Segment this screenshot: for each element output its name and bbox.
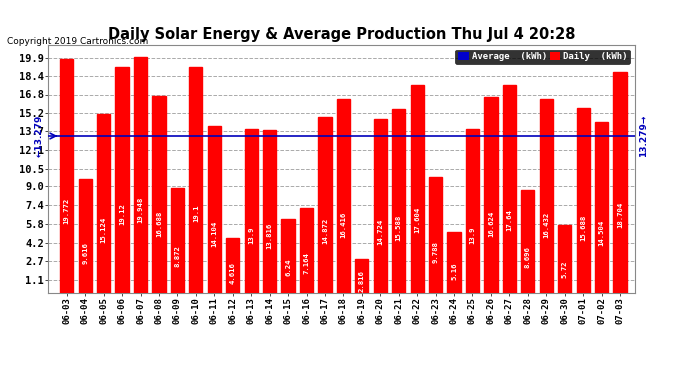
- Text: 16.688: 16.688: [156, 210, 162, 237]
- Bar: [226, 238, 239, 292]
- Text: 17.604: 17.604: [414, 207, 420, 233]
- Text: 18.704: 18.704: [617, 202, 623, 228]
- Bar: [337, 99, 350, 292]
- Bar: [300, 208, 313, 292]
- Bar: [374, 119, 387, 292]
- Text: 9.616: 9.616: [82, 242, 88, 264]
- Bar: [503, 85, 516, 292]
- Legend: Average  (kWh), Daily  (kWh): Average (kWh), Daily (kWh): [455, 50, 630, 64]
- Bar: [208, 126, 221, 292]
- Text: 7.164: 7.164: [304, 252, 310, 274]
- Bar: [97, 114, 110, 292]
- Bar: [392, 109, 405, 292]
- Text: ←13.279: ←13.279: [34, 115, 43, 157]
- Bar: [318, 117, 332, 292]
- Text: 8.872: 8.872: [175, 245, 180, 267]
- Text: 16.624: 16.624: [488, 211, 494, 237]
- Bar: [411, 85, 424, 292]
- Text: 19.12: 19.12: [119, 203, 125, 225]
- Text: 17.64: 17.64: [506, 209, 513, 231]
- Bar: [134, 57, 147, 292]
- Bar: [484, 97, 497, 292]
- Text: 16.416: 16.416: [340, 211, 346, 238]
- Bar: [189, 68, 202, 292]
- Bar: [577, 108, 590, 292]
- Bar: [115, 67, 129, 292]
- Text: 9.788: 9.788: [433, 241, 439, 263]
- Text: 14.104: 14.104: [211, 221, 217, 248]
- Bar: [521, 190, 535, 292]
- Bar: [613, 72, 627, 292]
- Bar: [282, 219, 295, 292]
- Text: 15.688: 15.688: [580, 214, 586, 241]
- Text: 5.72: 5.72: [562, 260, 568, 278]
- Bar: [79, 179, 92, 292]
- Bar: [429, 177, 442, 292]
- Bar: [540, 99, 553, 292]
- Text: 4.616: 4.616: [230, 262, 236, 284]
- Text: 15.124: 15.124: [101, 217, 107, 243]
- Bar: [170, 188, 184, 292]
- Text: 13.9: 13.9: [469, 226, 475, 244]
- Bar: [466, 129, 479, 292]
- Text: 19.1: 19.1: [193, 205, 199, 222]
- Bar: [558, 225, 571, 292]
- Text: 2.816: 2.816: [359, 270, 365, 292]
- Text: 13.816: 13.816: [266, 222, 273, 249]
- Text: 19.772: 19.772: [63, 198, 70, 224]
- Title: Daily Solar Energy & Average Production Thu Jul 4 20:28: Daily Solar Energy & Average Production …: [108, 27, 575, 42]
- Bar: [152, 96, 166, 292]
- Bar: [595, 122, 609, 292]
- Text: 16.432: 16.432: [543, 211, 549, 238]
- Text: 6.24: 6.24: [285, 258, 291, 276]
- Bar: [60, 60, 73, 292]
- Text: 19.948: 19.948: [137, 197, 144, 223]
- Text: 8.696: 8.696: [525, 246, 531, 268]
- Text: Copyright 2019 Cartronics.com: Copyright 2019 Cartronics.com: [7, 38, 148, 46]
- Text: 14.724: 14.724: [377, 219, 383, 245]
- Text: 15.588: 15.588: [396, 215, 402, 242]
- Text: 13.9: 13.9: [248, 226, 254, 244]
- Text: 14.872: 14.872: [322, 218, 328, 244]
- Text: 13.279→: 13.279→: [640, 115, 649, 157]
- Bar: [355, 259, 368, 292]
- Bar: [447, 232, 461, 292]
- Bar: [263, 130, 276, 292]
- Bar: [244, 129, 258, 292]
- Text: 5.16: 5.16: [451, 262, 457, 280]
- Text: 14.504: 14.504: [599, 219, 604, 246]
